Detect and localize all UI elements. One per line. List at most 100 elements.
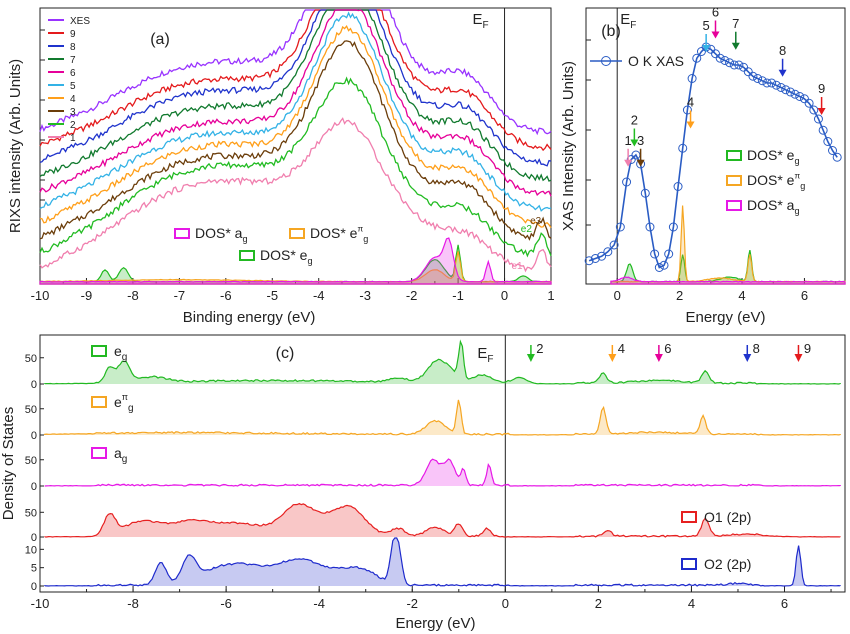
panel-a-xtick-label: -7 [174, 288, 186, 303]
legend-label-1: 1 [70, 133, 76, 144]
dos-legend-label-egpi: eπg [114, 392, 134, 414]
panel-b-legend-label-egpi-sup: π [794, 171, 800, 181]
xas-point [715, 53, 725, 63]
xas-point [734, 60, 744, 70]
panel-b-ylabel: XAS Intensity (Arb. Units) [560, 61, 577, 231]
panel-b-legend-box-eg [726, 150, 742, 161]
rixs-spectrum-7 [39, 9, 552, 182]
panel-b-legend-label-eg-main: DOS* e [747, 147, 795, 163]
dos-fill-o1 [44, 503, 841, 537]
dos-ytick-label-egpi: 0 [31, 430, 37, 442]
dos-arrow-head-4 [608, 354, 617, 362]
rixs-spectrum-9 [39, 9, 552, 152]
dos-legend-label-eg: eg [114, 343, 127, 363]
xas-arrow-head-7 [731, 42, 740, 50]
xas-curve [588, 46, 838, 269]
panel-b: 0 2 4 6 Energy (eV) XAS Intensity (Arb. Units… [560, 5, 846, 326]
dos-ytick-label-o2: 10 [25, 544, 37, 556]
dos-arrow-label-6: 6 [664, 341, 671, 356]
xas-point [790, 89, 800, 99]
panel-b-xtick-label: 6 [801, 288, 808, 303]
dos-ytick-label-o2: 5 [31, 563, 37, 575]
xas-arrow-head-9 [817, 108, 826, 115]
xas-point [603, 247, 613, 257]
dos-arrow-label-4: 4 [618, 341, 625, 356]
elastic-label-e2: e2 [521, 224, 533, 235]
rixs-spectrum-1 [39, 117, 552, 273]
xas-point [622, 177, 632, 187]
dos-legend-sup-egpi: π [122, 392, 128, 402]
rixs-spectrum-4 [39, 24, 552, 228]
panel-c-xtick-label: 4 [688, 596, 695, 611]
xas-point [692, 53, 702, 63]
dos-legend-label-o1: O1 (2p) [704, 509, 751, 525]
xas-point [809, 105, 819, 115]
panel-b-legend-label-ag-main: DOS* a [747, 197, 795, 213]
xas-arrow-head-5 [702, 45, 711, 52]
panel-b-legend-label-eg-sub: g [794, 156, 799, 166]
dos-fill-eg [44, 341, 841, 384]
dos-arrow-label-9: 9 [804, 341, 811, 356]
xas-arrow-label-6: 6 [712, 5, 719, 20]
panel-a-xtick-label: 0 [501, 288, 508, 303]
xas-point [687, 74, 697, 83]
dos-legend-box-o2 [681, 558, 697, 570]
legend-label-3: 3 [70, 107, 76, 118]
panel-a-fermi-label: EF [473, 11, 489, 31]
legend-label-7: 7 [70, 55, 76, 66]
xas-point [584, 256, 594, 266]
panel-b-fermi-sub: F [630, 20, 636, 31]
xas-point [659, 260, 669, 270]
panel-a-legend-label-egpi-sub: g [363, 234, 368, 244]
xas-point [785, 87, 795, 97]
legend-label-8: 8 [70, 42, 76, 53]
panel-c-frame [39, 334, 846, 593]
xas-point [678, 143, 688, 153]
panel-a-legend-box-egpi [289, 228, 305, 239]
xas-point [776, 83, 786, 92]
panel-a-xtick-label: -10 [31, 288, 50, 303]
dos-arrow-label-8: 8 [753, 341, 760, 356]
panel-b-fermi-E: E [620, 11, 630, 28]
xas-point [748, 71, 758, 81]
xas-point [590, 254, 600, 263]
dos-arrow-head-9 [794, 354, 803, 362]
dos-ytick-label-eg: 0 [31, 379, 37, 391]
dos-fill-egpi [44, 399, 841, 435]
xas-point [739, 62, 749, 72]
panel-c-xtick-label: -6 [220, 596, 232, 611]
xas-arrow-head-3 [636, 159, 645, 167]
panel-c-xtick-label: -8 [127, 596, 139, 611]
xas-arrow-label-1: 1 [625, 133, 632, 148]
dos-legend-sub-ag: g [122, 454, 128, 465]
panel-a-xtick-label: -2 [406, 288, 418, 303]
panel-a-legend-label-ag-main: DOS* a [195, 225, 243, 241]
xas-point [771, 80, 781, 90]
dos-legend-sub-eg: g [122, 352, 128, 363]
xas-point [767, 78, 777, 88]
panel-a-xtick-label: -5 [266, 288, 278, 303]
dos-legend-label-ag: ag [114, 445, 127, 465]
panel-b-xtick-label: 2 [676, 288, 683, 303]
dos-ytick-label-egpi: 50 [25, 404, 37, 416]
panel-a-legend-box-ag [174, 228, 190, 239]
dos-fill-ag [44, 459, 841, 486]
xas-point [673, 182, 683, 191]
dos-fill-o2 [44, 538, 841, 586]
panel-c-fermi-sub: F [487, 354, 493, 365]
panel-a-xtick-label: -9 [81, 288, 93, 303]
panel-b-legend-label-egpi-sub: g [800, 181, 805, 191]
dos-legend-box-eg [91, 345, 107, 357]
xas-point [795, 92, 805, 101]
panel-b-legend-box-ag [726, 200, 742, 211]
rixs-spectrum-6 [39, 9, 552, 197]
xas-point [696, 47, 706, 56]
xas-point [645, 222, 655, 232]
panel-c-xtick-label: 6 [781, 596, 788, 611]
panel-b-legend-label-ag-sub: g [794, 206, 799, 216]
panel-a-xtick-label: -4 [313, 288, 325, 303]
dos-legend-box-o1 [681, 511, 697, 523]
dos-legend-label-o2: O2 (2p) [704, 556, 751, 572]
dos-legend-box-egpi [91, 396, 107, 408]
